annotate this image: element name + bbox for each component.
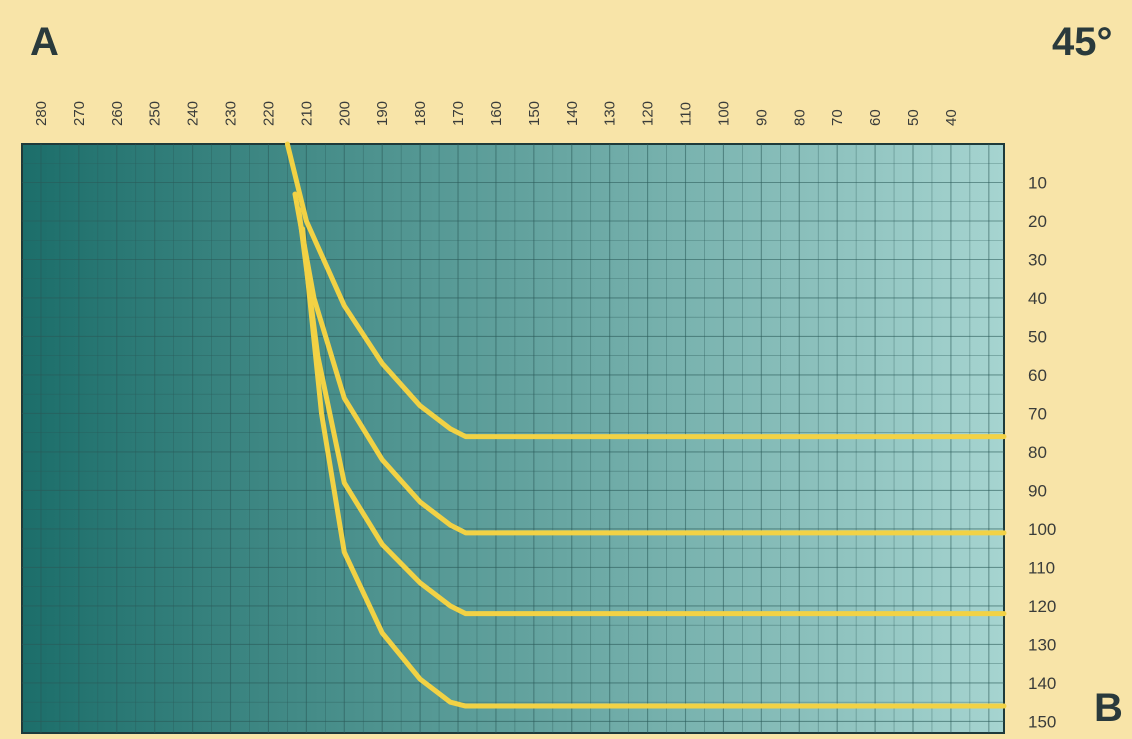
x-tick-label: 140: [564, 101, 581, 126]
series-group: [284, 141, 1007, 709]
x-tick-label: 260: [109, 101, 126, 126]
y-tick-label: 10: [1028, 173, 1047, 192]
y-tick-label: 140: [1028, 674, 1056, 693]
series-line-4: [300, 226, 1007, 709]
y-tick-label: 70: [1028, 404, 1047, 423]
x-tick-label: 90: [753, 109, 770, 126]
y-tick-label: 150: [1028, 712, 1056, 731]
y-tick-label: 80: [1028, 443, 1047, 462]
x-tick-label: 180: [412, 101, 429, 126]
x-tick-label: 160: [488, 101, 505, 126]
x-tick-label: 50: [905, 109, 922, 126]
x-tick-label: 110: [678, 102, 695, 126]
x-tick-label: 120: [640, 101, 657, 126]
x-tick-label: 40: [943, 109, 960, 126]
x-tick-label: 190: [374, 101, 391, 126]
y-axis-ticks: 10 20 30 40 50 60 70 80 90 100 110 120 130 140 150: [1028, 173, 1056, 731]
corner-label-b: B: [1094, 686, 1123, 730]
y-tick-label: 120: [1028, 597, 1056, 616]
x-tick-label: 60: [867, 109, 884, 126]
y-tick-label: 40: [1028, 289, 1047, 308]
x-tick-label: 200: [336, 101, 353, 126]
x-tick-label: 100: [715, 101, 732, 126]
x-tick-label: 150: [526, 101, 543, 126]
y-tick-label: 60: [1028, 366, 1047, 385]
series-line-1: [284, 141, 1007, 440]
angle-label: 45°: [1052, 20, 1113, 64]
y-tick-label: 110: [1028, 558, 1055, 577]
x-tick-label: 70: [829, 109, 846, 126]
series-line-2: [292, 191, 1007, 536]
y-tick-label: 50: [1028, 327, 1047, 346]
x-tick-label: 230: [223, 101, 240, 126]
x-axis-ticks: 280 270 260 250 240 230 220 210 200 190 180 170 160 1…: [33, 101, 960, 126]
y-tick-label: 100: [1028, 520, 1056, 539]
y-tick-label: 130: [1028, 635, 1056, 654]
x-tick-label: 270: [71, 101, 88, 126]
x-tick-label: 130: [602, 101, 619, 126]
y-tick-label: 20: [1028, 212, 1047, 231]
x-tick-label: 170: [450, 101, 467, 126]
x-tick-label: 240: [185, 101, 202, 126]
corner-label-a: A: [30, 20, 59, 64]
x-tick-label: 220: [260, 101, 277, 126]
y-tick-label: 90: [1028, 481, 1047, 500]
series-line-3: [296, 206, 1007, 617]
y-tick-label: 30: [1028, 250, 1047, 269]
x-tick-label: 80: [791, 109, 808, 126]
x-tick-label: 280: [33, 101, 50, 126]
x-tick-label: 210: [298, 101, 315, 126]
x-tick-label: 250: [147, 101, 164, 126]
